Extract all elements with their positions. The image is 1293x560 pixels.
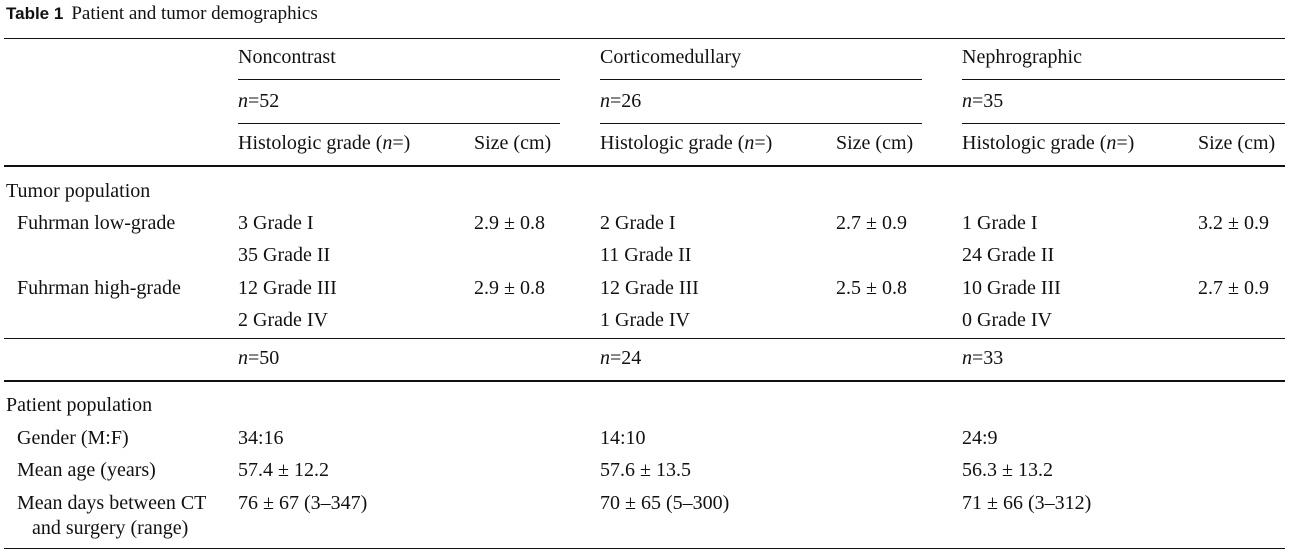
low-grade-cortico-line1: 2 Grade I [600, 212, 676, 234]
patient-n-rule [4, 380, 1285, 382]
high-grade-noncontrast-line2: 2 Grade IV [238, 309, 328, 331]
size-col-header-1: Size (cm) [474, 132, 552, 154]
bottom-rule [4, 548, 1285, 549]
n-rule-3 [962, 123, 1285, 124]
n-count-noncontrast: n=52 [238, 90, 280, 112]
n-rule-1 [238, 123, 560, 124]
top-rule [4, 38, 1285, 39]
n-var: n [962, 90, 972, 112]
row-label-low-grade: Fuhrman low-grade [17, 212, 176, 234]
row-label-mean-age: Mean age (years) [17, 459, 156, 481]
phase-rule-3 [962, 79, 1285, 80]
high-grade-nephro-line1: 10 Grade III [962, 277, 1061, 299]
phase-header-noncontrast: Noncontrast [238, 46, 336, 68]
high-grade-nephro-size: 2.7 ± 0.9 [1198, 277, 1269, 299]
grade-col-header-1: Histologic grade (n=) [238, 132, 411, 154]
row-label-high-grade: Fuhrman high-grade [17, 277, 181, 299]
low-grade-nephro-size: 3.2 ± 0.9 [1198, 212, 1269, 234]
low-grade-noncontrast-size: 2.9 ± 0.8 [474, 212, 545, 234]
low-grade-cortico-line2: 11 Grade II [600, 244, 692, 266]
mean-days-cortico: 70 ± 65 (5–300) [600, 492, 730, 514]
n-var: n [600, 90, 610, 112]
phase-rule-2 [600, 79, 922, 80]
row-label-mean-days-line2: and surgery (range) [32, 517, 189, 539]
low-grade-nephro-line2: 24 Grade II [962, 244, 1055, 266]
n-var: n [238, 90, 248, 112]
table-number: Table 1 [6, 4, 64, 23]
low-grade-noncontrast-line1: 3 Grade I [238, 212, 314, 234]
gender-noncontrast: 34:16 [238, 427, 284, 449]
gender-cortico: 14:10 [600, 427, 646, 449]
section-tumor-population: Tumor population [6, 180, 151, 202]
high-grade-cortico-size: 2.5 ± 0.8 [836, 277, 907, 299]
size-col-header-2: Size (cm) [836, 132, 914, 154]
row-label-mean-days-line1: Mean days between CT [17, 492, 207, 514]
high-grade-noncontrast-size: 2.9 ± 0.8 [474, 277, 545, 299]
phase-header-nephrographic: Nephrographic [962, 46, 1082, 68]
tumor-bottom-rule [4, 338, 1285, 339]
header-bottom-rule [4, 165, 1285, 167]
high-grade-cortico-line2: 1 Grade IV [600, 309, 690, 331]
row-label-gender: Gender (M:F) [17, 427, 129, 449]
section-patient-population: Patient population [6, 394, 153, 416]
mean-age-cortico: 57.6 ± 13.5 [600, 459, 691, 481]
high-grade-nephro-line2: 0 Grade IV [962, 309, 1052, 331]
patient-n-noncontrast: n=50 [238, 347, 280, 369]
grade-col-header-3: Histologic grade (n=) [962, 132, 1135, 154]
table-title: Patient and tumor demographics [71, 3, 318, 24]
low-grade-cortico-size: 2.7 ± 0.9 [836, 212, 907, 234]
patient-n-nephrographic: n=33 [962, 347, 1004, 369]
mean-age-noncontrast: 57.4 ± 12.2 [238, 459, 329, 481]
n-rule-2 [600, 123, 922, 124]
low-grade-noncontrast-line2: 35 Grade II [238, 244, 331, 266]
size-col-header-3: Size (cm) [1198, 132, 1276, 154]
table-caption: Table 1 Patient and tumor demographics [6, 3, 318, 25]
low-grade-nephro-line1: 1 Grade I [962, 212, 1038, 234]
mean-age-nephro: 56.3 ± 13.2 [962, 459, 1053, 481]
n-count-corticomedullary: n=26 [600, 90, 642, 112]
phase-rule-1 [238, 79, 560, 80]
patient-n-corticomedullary: n=24 [600, 347, 642, 369]
phase-header-corticomedullary: Corticomedullary [600, 46, 742, 68]
n-count-nephrographic: n=35 [962, 90, 1004, 112]
mean-days-nephro: 71 ± 66 (3–312) [962, 492, 1092, 514]
mean-days-noncontrast: 76 ± 67 (3–347) [238, 492, 368, 514]
high-grade-cortico-line1: 12 Grade III [600, 277, 699, 299]
gender-nephro: 24:9 [962, 427, 998, 449]
high-grade-noncontrast-line1: 12 Grade III [238, 277, 337, 299]
grade-col-header-2: Histologic grade (n=) [600, 132, 773, 154]
